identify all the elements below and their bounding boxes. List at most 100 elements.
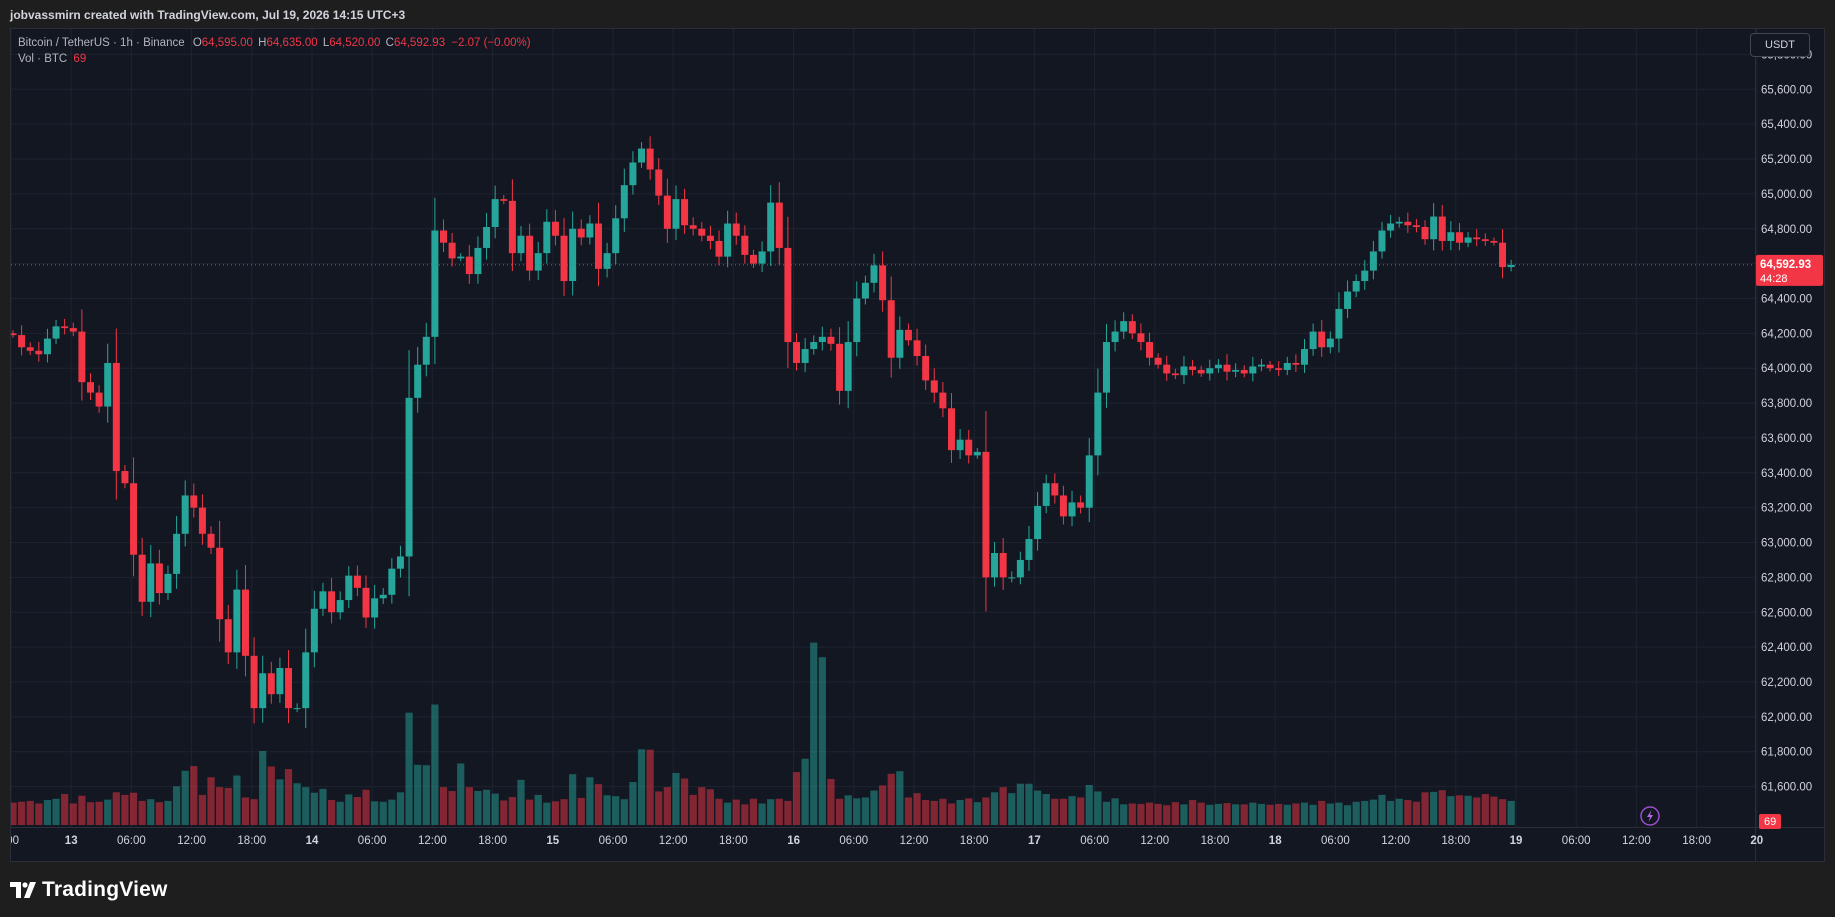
candle bbox=[965, 430, 973, 464]
candle bbox=[396, 545, 404, 578]
time-tick-label: 06:00 bbox=[839, 835, 868, 847]
candle bbox=[560, 217, 568, 296]
time-tick-label: 06:00 bbox=[358, 835, 387, 847]
candle bbox=[1206, 359, 1214, 381]
candle-body bbox=[913, 340, 921, 357]
volume-bar bbox=[1292, 803, 1300, 825]
currency-button[interactable]: USDT bbox=[1750, 33, 1810, 57]
candle-body bbox=[11, 333, 17, 336]
candlestick-chart[interactable]: 65,800.0065,600.0065,400.0065,200.0065,0… bbox=[11, 29, 1824, 861]
volume-bar bbox=[724, 802, 732, 825]
candle bbox=[1189, 359, 1197, 376]
candle-body bbox=[267, 673, 275, 695]
candle bbox=[629, 151, 637, 195]
current-price-label: 64,592.93 bbox=[1760, 259, 1811, 271]
countdown-label: 44:28 bbox=[1760, 273, 1788, 285]
candle-body bbox=[973, 451, 981, 456]
candle bbox=[104, 343, 112, 423]
candle-body bbox=[672, 199, 680, 229]
price-tick-label: 65,600.00 bbox=[1761, 84, 1812, 96]
lightning-icon[interactable] bbox=[1640, 806, 1660, 826]
candle-body bbox=[1016, 559, 1024, 578]
candle-body bbox=[749, 254, 757, 264]
volume-bar bbox=[293, 783, 301, 825]
candle-body bbox=[741, 235, 749, 255]
candle bbox=[11, 330, 17, 338]
candle bbox=[500, 195, 508, 205]
candle-body bbox=[302, 652, 310, 709]
candle bbox=[801, 338, 809, 373]
volume-bar bbox=[577, 797, 585, 825]
candle-body bbox=[310, 608, 318, 653]
candle bbox=[181, 480, 189, 547]
volume-bar bbox=[259, 751, 267, 825]
candle bbox=[414, 346, 422, 413]
candle-body bbox=[1163, 364, 1171, 374]
candle bbox=[1232, 363, 1240, 378]
price-tick-label: 62,000.00 bbox=[1761, 712, 1812, 724]
volume-bar bbox=[1249, 802, 1257, 825]
candle-body bbox=[1223, 364, 1231, 372]
volume-bar bbox=[336, 801, 344, 825]
candle-body bbox=[560, 235, 568, 282]
candle bbox=[1335, 292, 1343, 353]
top-bar: jobvassmirn created with TradingView.com… bbox=[0, 0, 1835, 28]
candle bbox=[1085, 438, 1093, 523]
candle bbox=[956, 429, 964, 460]
candle-body bbox=[52, 326, 60, 339]
candle bbox=[78, 309, 86, 401]
candle-body bbox=[594, 223, 602, 269]
chart-pane[interactable]: 65,800.0065,600.0065,400.0065,200.0065,0… bbox=[10, 28, 1825, 862]
candle bbox=[655, 158, 663, 205]
candle-body bbox=[1042, 483, 1050, 506]
candle bbox=[732, 212, 740, 245]
candle bbox=[638, 142, 646, 168]
candle bbox=[827, 328, 835, 351]
volume-bar bbox=[61, 794, 69, 825]
volume-bar bbox=[26, 800, 34, 825]
volume-bar bbox=[939, 798, 947, 825]
volume-bar bbox=[1163, 805, 1171, 825]
volume-bar bbox=[1232, 804, 1240, 825]
candle-body bbox=[1008, 577, 1016, 579]
volume-bar bbox=[1275, 803, 1283, 825]
open-label: O bbox=[192, 37, 202, 49]
volume-bar bbox=[1412, 801, 1421, 825]
volume-bar bbox=[655, 791, 663, 825]
volume-bar bbox=[689, 794, 697, 825]
candle-body bbox=[698, 228, 706, 236]
volume-bar bbox=[1111, 798, 1119, 825]
volume-bar bbox=[551, 801, 560, 825]
candle bbox=[1223, 354, 1231, 381]
candle-body bbox=[1378, 230, 1386, 252]
volume-bar bbox=[1387, 800, 1395, 825]
candle bbox=[1094, 368, 1102, 476]
time-tick-label: 12:00 bbox=[1381, 835, 1410, 847]
candle bbox=[870, 253, 878, 293]
candle-body bbox=[569, 228, 577, 282]
candle-body bbox=[638, 148, 646, 163]
candle-body bbox=[1171, 373, 1179, 376]
high-label: H bbox=[258, 37, 267, 49]
candle bbox=[577, 219, 585, 246]
candle-body bbox=[43, 338, 51, 355]
volume-bar bbox=[267, 766, 275, 825]
volume-label[interactable]: Vol · BTC bbox=[18, 53, 68, 65]
candle bbox=[1361, 260, 1369, 290]
time-tick-label: 18:00 bbox=[1682, 835, 1711, 847]
candle bbox=[689, 217, 697, 236]
candle-body bbox=[121, 471, 129, 484]
candle-body bbox=[922, 356, 930, 381]
candle-body bbox=[293, 708, 301, 710]
tradingview-logo[interactable]: TradingView bbox=[10, 876, 168, 904]
price-tick-label: 63,000.00 bbox=[1761, 538, 1812, 550]
candle-body bbox=[1128, 321, 1136, 334]
candle-body bbox=[1507, 264, 1515, 268]
symbol-label[interactable]: Bitcoin / TetherUS · 1h · Binance bbox=[18, 37, 185, 49]
time-tick-label: 12:00 bbox=[1140, 835, 1169, 847]
volume-bar bbox=[431, 704, 439, 825]
volume-bar bbox=[327, 800, 336, 825]
price-tick-label: 64,800.00 bbox=[1761, 224, 1812, 236]
candle-body bbox=[879, 265, 887, 301]
candle-body bbox=[1473, 237, 1481, 240]
